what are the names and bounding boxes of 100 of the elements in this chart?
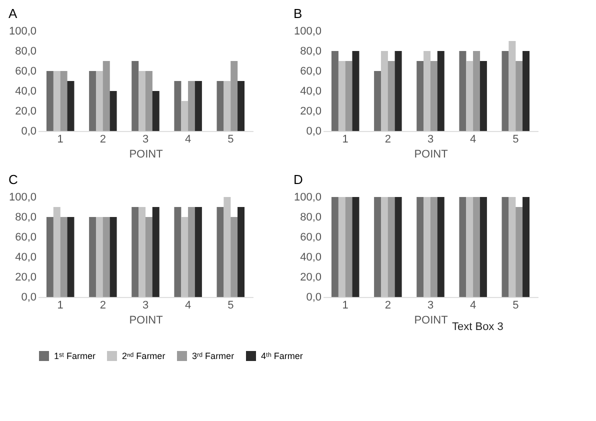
x-tick-label: 2 bbox=[384, 300, 391, 312]
bar bbox=[145, 217, 152, 297]
bar bbox=[230, 217, 238, 297]
bar bbox=[388, 61, 395, 131]
bar bbox=[430, 61, 438, 131]
bar bbox=[152, 91, 160, 131]
y-tick-label: 0,0 bbox=[306, 126, 322, 138]
bar bbox=[502, 51, 509, 131]
y-tick-label: 40,0 bbox=[300, 86, 322, 98]
legend-label: 1ˢᵗ Farmer bbox=[54, 351, 96, 361]
chart-title: B bbox=[293, 6, 302, 21]
bar bbox=[138, 71, 146, 131]
bar bbox=[522, 51, 530, 131]
bar bbox=[46, 217, 54, 297]
bar bbox=[216, 207, 224, 297]
y-tick-label: 40,0 bbox=[15, 86, 36, 98]
bar bbox=[102, 217, 110, 297]
bar bbox=[480, 61, 487, 131]
bar bbox=[516, 61, 523, 131]
x-axis-title: POINT bbox=[129, 314, 164, 326]
x-axis-title: POINT bbox=[414, 314, 448, 326]
bar bbox=[110, 217, 117, 297]
x-tick-label: 3 bbox=[427, 300, 434, 312]
bar bbox=[424, 51, 431, 131]
x-tick-label: 1 bbox=[57, 134, 64, 146]
x-tick-label: 1 bbox=[342, 134, 348, 146]
y-tick-label: 40,0 bbox=[300, 252, 322, 264]
x-axis-title: POINT bbox=[414, 148, 448, 160]
bar bbox=[67, 81, 74, 131]
x-tick-label: 5 bbox=[512, 134, 519, 146]
bar bbox=[380, 51, 388, 131]
bar bbox=[46, 71, 54, 131]
bar bbox=[89, 217, 96, 297]
bar bbox=[331, 51, 338, 131]
bar bbox=[230, 61, 238, 131]
bar bbox=[437, 51, 444, 131]
bar bbox=[96, 217, 103, 297]
y-tick-label: 20,0 bbox=[300, 272, 322, 284]
bar bbox=[466, 61, 474, 131]
y-tick-label: 60,0 bbox=[15, 232, 36, 244]
bar bbox=[188, 207, 196, 297]
x-tick-label: 4 bbox=[470, 134, 476, 146]
x-tick-label: 2 bbox=[384, 134, 391, 146]
bar bbox=[152, 207, 160, 297]
bar bbox=[145, 71, 152, 131]
text: Text Box 3 bbox=[452, 321, 504, 333]
bar bbox=[89, 71, 96, 131]
bar bbox=[53, 207, 60, 297]
bar bbox=[473, 51, 480, 131]
y-tick-label: 100,0 bbox=[8, 26, 36, 38]
bar bbox=[53, 71, 60, 131]
bar bbox=[374, 71, 382, 131]
bar bbox=[194, 207, 202, 297]
bar bbox=[224, 197, 231, 297]
y-tick-label: 0,0 bbox=[21, 292, 36, 304]
bar bbox=[194, 81, 202, 131]
x-tick-label: 2 bbox=[100, 134, 106, 146]
bar bbox=[416, 61, 424, 131]
x-tick-label: 3 bbox=[427, 134, 434, 146]
bar bbox=[188, 81, 196, 131]
x-axis-title: POINT bbox=[129, 148, 164, 160]
chart-title: A bbox=[8, 6, 18, 21]
legend-label: 3ʳᵈ Farmer bbox=[192, 351, 234, 361]
bar bbox=[238, 81, 245, 131]
y-tick-label: 0,0 bbox=[21, 126, 36, 138]
bar bbox=[224, 81, 231, 131]
x-tick-label: 3 bbox=[142, 300, 149, 312]
bar bbox=[508, 41, 516, 131]
y-tick-label: 100,0 bbox=[8, 192, 36, 204]
y-tick-label: 80,0 bbox=[300, 46, 322, 58]
bar bbox=[181, 217, 188, 297]
x-tick-label: 5 bbox=[228, 300, 234, 312]
bar bbox=[138, 207, 146, 297]
chart-title: D bbox=[293, 172, 303, 187]
bar bbox=[60, 217, 68, 297]
bar bbox=[352, 51, 360, 131]
bar bbox=[174, 207, 182, 297]
y-tick-label: 60,0 bbox=[15, 66, 36, 78]
y-tick-label: 20,0 bbox=[15, 272, 36, 284]
chart-title: C bbox=[8, 172, 18, 187]
x-tick-label: 1 bbox=[342, 300, 348, 312]
bar bbox=[394, 51, 402, 131]
bar bbox=[216, 81, 224, 131]
y-tick-label: 80,0 bbox=[15, 46, 36, 58]
y-tick-label: 20,0 bbox=[15, 106, 36, 118]
y-tick-label: 80,0 bbox=[15, 212, 36, 224]
y-tick-label: 60,0 bbox=[300, 232, 322, 244]
bar bbox=[132, 207, 139, 297]
y-tick-label: 20,0 bbox=[300, 106, 322, 118]
legend-label: 4ᵗʰ Farmer bbox=[261, 351, 303, 361]
bar bbox=[238, 207, 245, 297]
bar bbox=[181, 101, 188, 131]
x-tick-label: 4 bbox=[470, 300, 476, 312]
y-tick-label: 0,0 bbox=[306, 292, 322, 304]
y-tick-label: 80,0 bbox=[300, 212, 322, 224]
bar bbox=[459, 51, 466, 131]
bar bbox=[67, 217, 74, 297]
x-tick-label: 2 bbox=[100, 300, 106, 312]
bar bbox=[338, 61, 346, 131]
bar bbox=[60, 71, 68, 131]
